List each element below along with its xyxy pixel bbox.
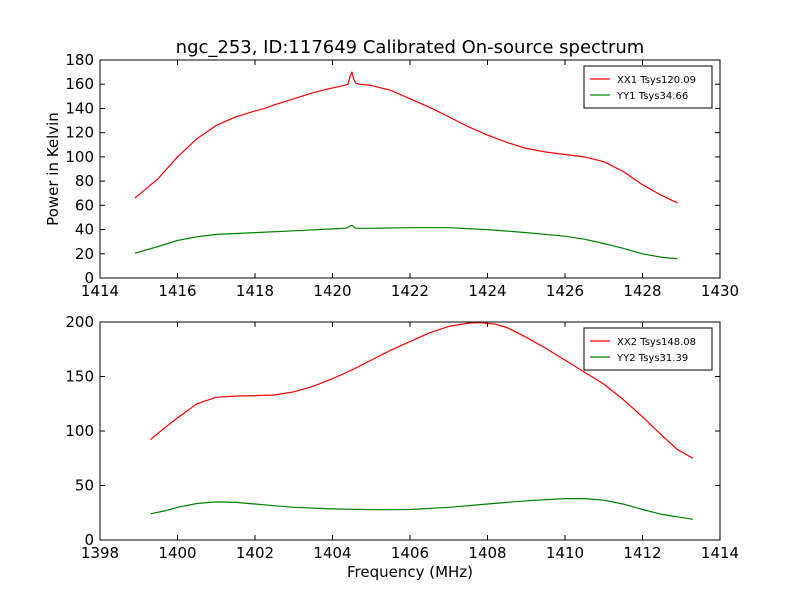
legend: XX2 Tsys148.08 YY2 Tsys31.39 <box>583 327 713 371</box>
y-tick-label: 180 <box>65 51 94 69</box>
x-tick-label: 1418 <box>236 282 274 300</box>
x-tick-label: 1414 <box>701 544 739 562</box>
x-tick-label: 1406 <box>391 544 429 562</box>
series-line-0-1 <box>134 224 678 260</box>
y-tick-label: 0 <box>84 269 94 287</box>
x-tick-label: 1410 <box>546 544 584 562</box>
x-axis-label: Frequency (MHz) <box>347 563 473 581</box>
y-tick-label: 100 <box>65 148 94 166</box>
y-tick-label: 0 <box>84 531 94 549</box>
x-tick-label: 1414 <box>81 282 119 300</box>
y-tick-label: 100 <box>65 422 94 440</box>
y-axis-label: Power in Kelvin <box>44 112 62 226</box>
y-tick-label: 150 <box>65 368 94 386</box>
chart-title: ngc_253, ID:117649 Calibrated On-source … <box>176 37 645 58</box>
y-tick-label: 120 <box>65 124 94 142</box>
legend-label: YY1 Tsys34.66 <box>616 91 688 102</box>
y-tick-label: 20 <box>75 245 94 263</box>
x-tick-label: 1412 <box>623 544 661 562</box>
x-tick-label: 1408 <box>468 544 506 562</box>
legend-label: YY2 Tsys31.39 <box>616 353 688 364</box>
legend-box <box>583 327 713 371</box>
x-tick-label: 1426 <box>546 282 584 300</box>
top-panel: 1414 1416 1418 1420 1422 1424 1426 1428 1430 0 20 4… <box>44 51 739 300</box>
legend-label: XX2 Tsys148.08 <box>617 337 696 348</box>
y-tick-label: 140 <box>65 99 94 117</box>
y-tick-label: 200 <box>65 313 94 331</box>
x-tick-label: 1428 <box>623 282 661 300</box>
series-line-1-1 <box>150 498 693 520</box>
x-tick-label: 1430 <box>701 282 739 300</box>
y-tick-label: 40 <box>75 221 94 239</box>
series-line-1-0 <box>150 321 694 459</box>
y-tick-label: 60 <box>75 196 94 214</box>
y-tick-label: 50 <box>75 477 94 495</box>
x-tick-label: 1416 <box>158 282 196 300</box>
x-tick-label: 1398 <box>81 544 119 562</box>
x-tick-label: 1420 <box>313 282 351 300</box>
x-tick-label: 1422 <box>391 282 429 300</box>
y-tick-label: 80 <box>75 172 94 190</box>
x-tick-label: 1424 <box>468 282 506 300</box>
bottom-panel: 1398 1400 1402 1404 1406 1408 1410 1412 1414 0 50 1… <box>65 313 739 581</box>
legend: XX1 Tsys120.09 YY1 Tsys34.66 <box>583 65 713 109</box>
legend-label: XX1 Tsys120.09 <box>617 75 696 86</box>
x-tick-label: 1400 <box>158 544 196 562</box>
x-tick-label: 1402 <box>236 544 274 562</box>
legend-box <box>583 65 713 109</box>
x-tick-label: 1404 <box>313 544 351 562</box>
series-line-0-0 <box>134 71 678 204</box>
y-tick-label: 160 <box>65 75 94 93</box>
